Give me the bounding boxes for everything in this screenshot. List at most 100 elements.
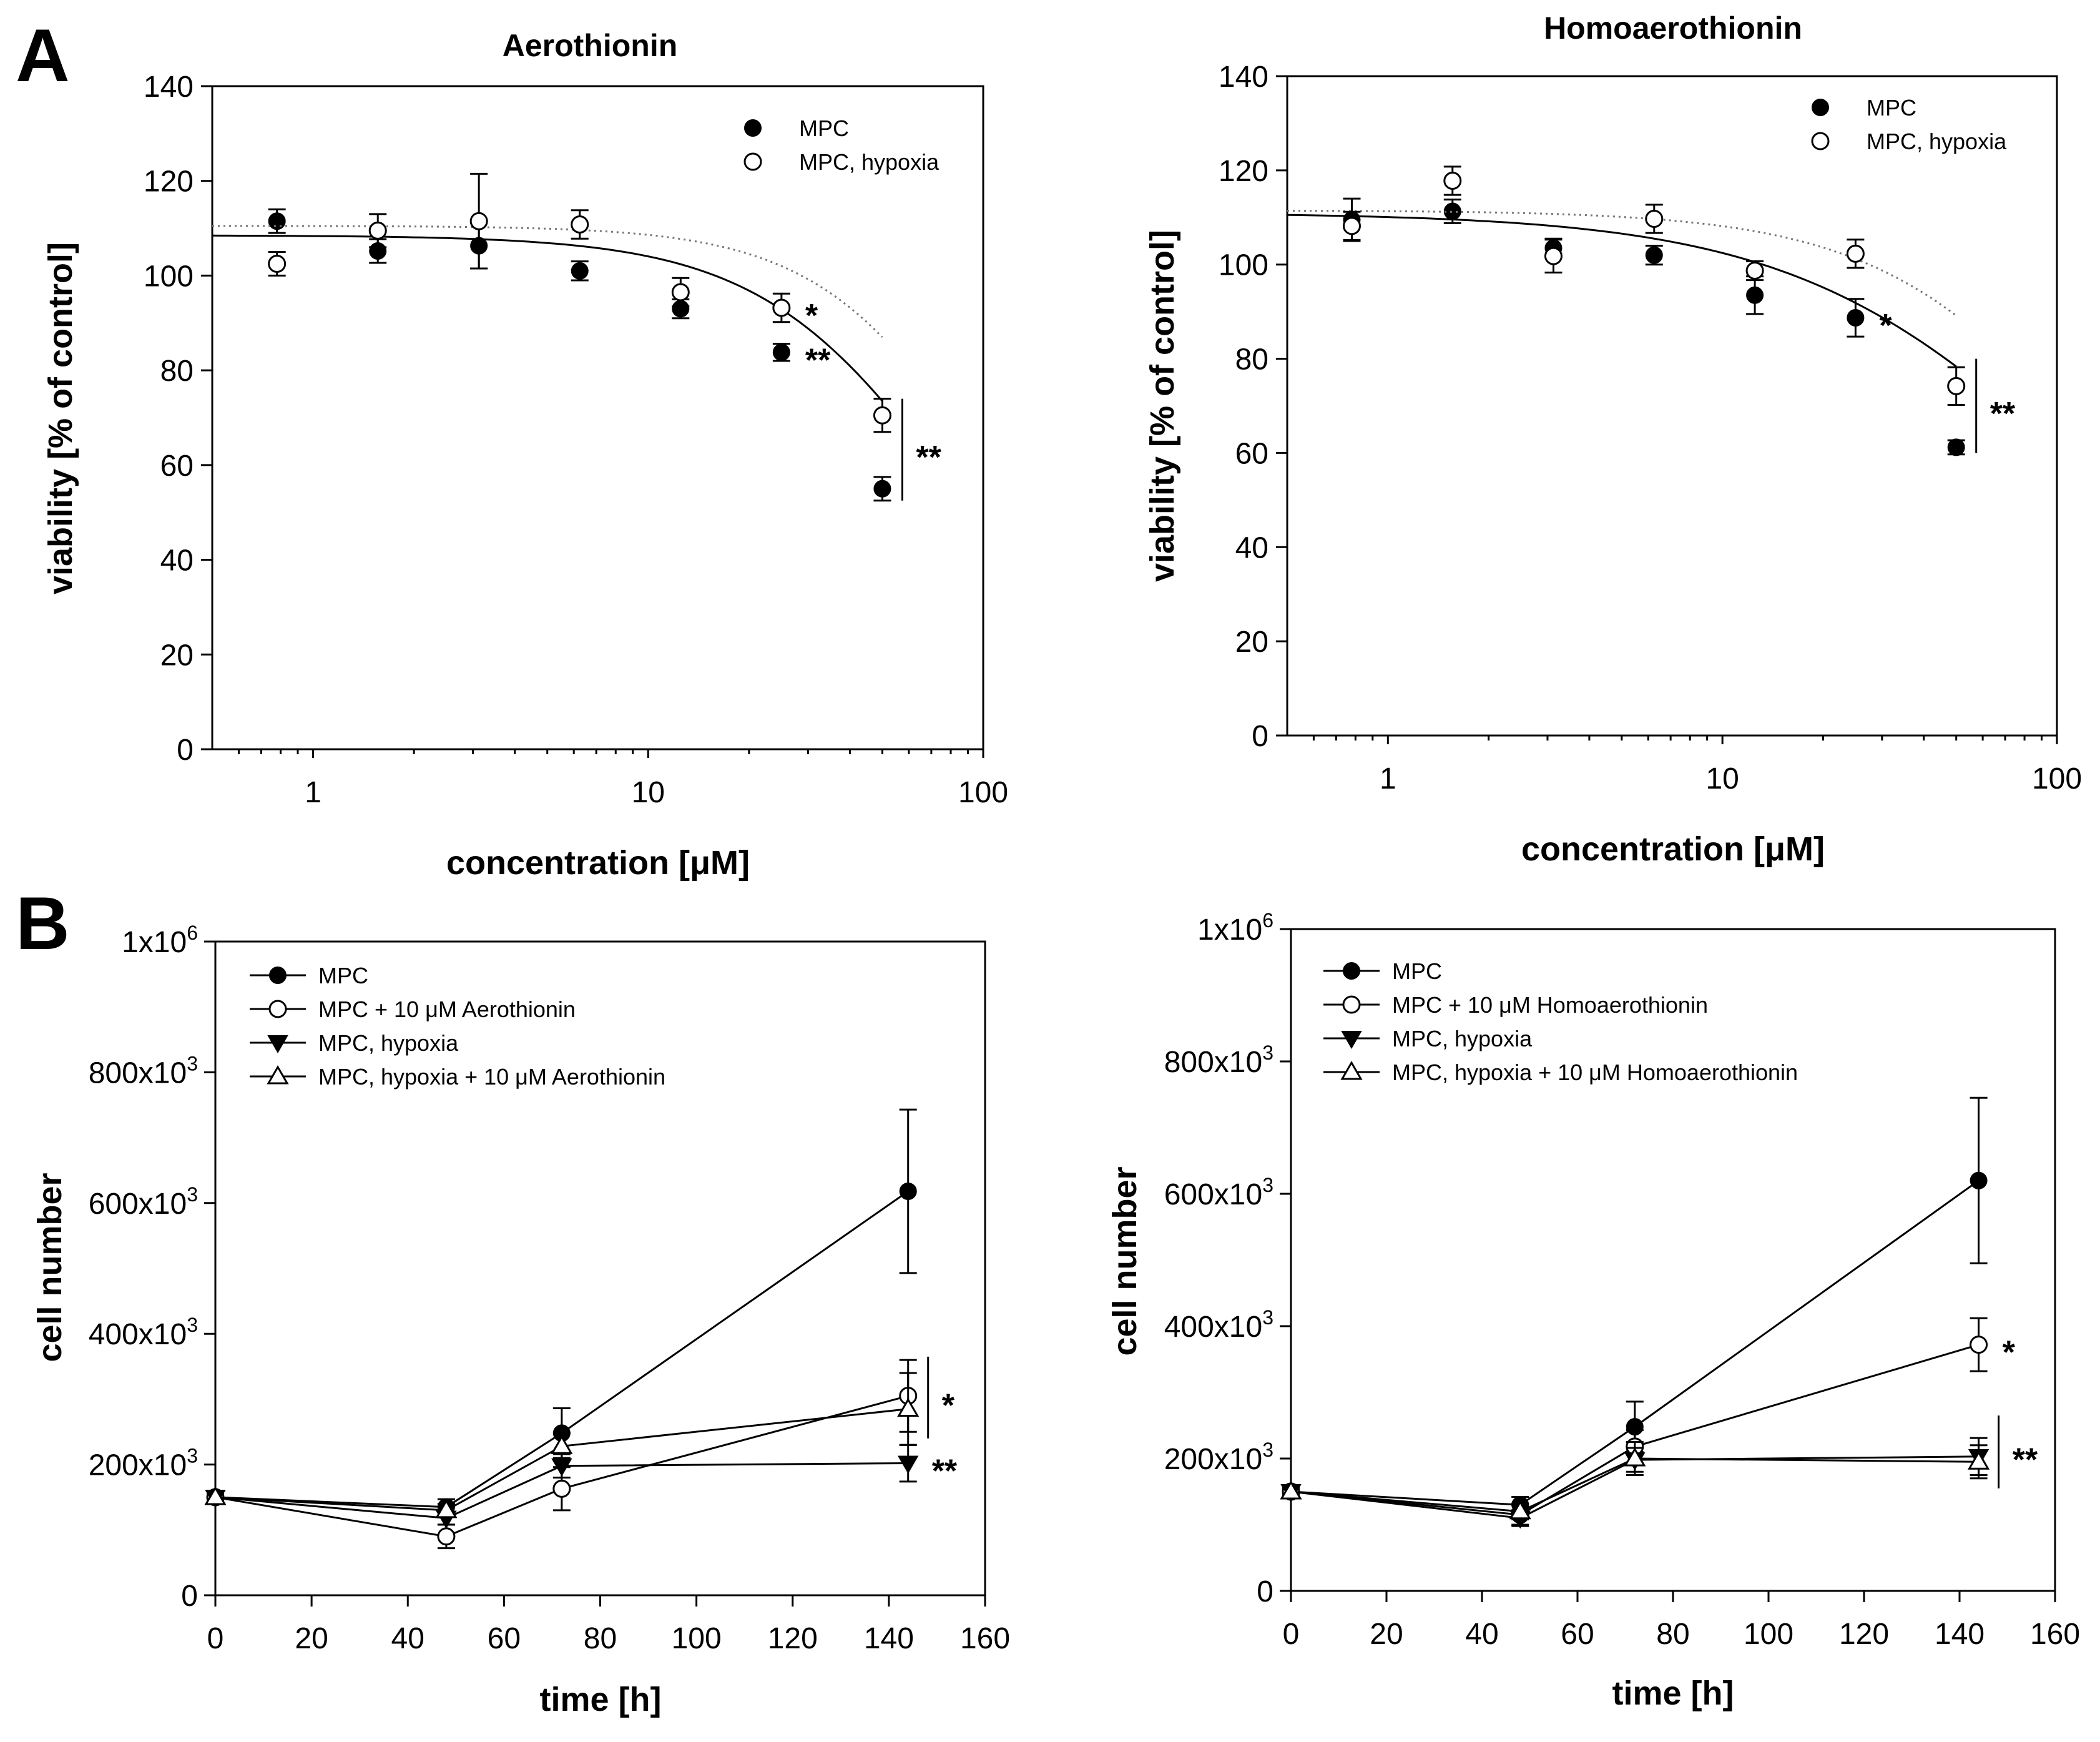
legend-label: MPC + 10 μM Aerothionin: [318, 996, 576, 1022]
y-tick-exponent: 3: [1262, 1439, 1273, 1461]
x-tick-label: 160: [960, 1622, 1010, 1655]
panel-label-b: B: [16, 882, 70, 965]
x-tick-label: 80: [1656, 1618, 1689, 1651]
data-point: [1645, 246, 1663, 264]
y-tick-label: 80: [160, 355, 194, 388]
y-tick-base: 200x10: [1164, 1443, 1262, 1476]
chart-title: Homoaerothionin: [1544, 11, 1802, 46]
data-point: [552, 1479, 571, 1498]
legend-marker: [1341, 1031, 1362, 1050]
data-point: [469, 212, 488, 230]
y-tick-label: 20: [1235, 626, 1268, 659]
x-tick-label: 20: [1370, 1618, 1403, 1651]
x-tick-label: 80: [584, 1622, 617, 1655]
legend-label: MPC, hypoxia + 10 μM Aerothionin: [318, 1064, 665, 1090]
x-tick-label: 40: [391, 1622, 424, 1655]
y-tick-label: 120: [144, 165, 194, 199]
series-line: [215, 1190, 909, 1508]
significance-label: *: [1879, 308, 1892, 344]
data-point: [1443, 171, 1462, 190]
y-tick-exponent: 3: [1262, 1174, 1273, 1196]
y-axis-label: viability [% of control]: [42, 242, 79, 594]
data-point: [1970, 1336, 1988, 1354]
legend-label: MPC: [318, 963, 368, 988]
legend-label: MPC, hypoxia: [1392, 1026, 1533, 1051]
data-point: [368, 221, 387, 240]
y-tick-exponent: 3: [1262, 1306, 1273, 1329]
x-tick-label: 20: [295, 1622, 328, 1655]
x-tick-label: 100: [1744, 1618, 1793, 1651]
y-tick-label: 0: [177, 734, 194, 767]
fit-curve: [212, 225, 883, 338]
data-point: [1746, 286, 1764, 304]
series-line: [1290, 1455, 1979, 1519]
data-point: [1645, 210, 1664, 229]
y-axis-label: cell number: [1106, 1166, 1144, 1356]
y-tick-label: 600x103: [89, 1183, 198, 1221]
chart-aerothionin-viability: Aerothionin 0 20 40 60 80 100 120 140 1 10 100 conce…: [42, 28, 1008, 882]
significance-label: **: [2013, 1442, 2038, 1478]
series-line: [215, 1408, 908, 1512]
data-point: [899, 1182, 917, 1200]
y-tick-base: 200x10: [89, 1449, 187, 1482]
data-point: [1968, 1450, 1990, 1470]
y-tick-label: 60: [1235, 437, 1268, 470]
legend-label: MPC, hypoxia: [1867, 129, 2007, 154]
y-tick-label: 800x103: [89, 1052, 198, 1090]
y-tick-base: 600x10: [1164, 1178, 1262, 1211]
y-tick-label: 1x106: [122, 922, 198, 959]
x-tick-label: 40: [1465, 1618, 1498, 1651]
x-tick-label: 100: [672, 1622, 722, 1655]
data-point: [1624, 1447, 1646, 1467]
legend-marker: [268, 1000, 287, 1018]
x-axis-label: concentration [μM]: [446, 844, 750, 882]
y-tick-label: 140: [144, 71, 194, 104]
y-tick-label: 40: [1235, 531, 1268, 564]
data-point: [897, 1397, 920, 1417]
y-tick-label: 40: [160, 544, 194, 578]
significance-label: **: [932, 1454, 958, 1490]
y-tick-label: 0: [1257, 1575, 1273, 1608]
data-point: [671, 283, 690, 302]
legend-marker: [1812, 99, 1829, 116]
y-tick-exponent: 3: [187, 1314, 198, 1336]
data-point: [1846, 244, 1865, 263]
significance-label: *: [2003, 1335, 2016, 1371]
y-tick-label: 80: [1235, 343, 1268, 376]
plot-frame: [211, 85, 984, 750]
y-tick-label: 0: [181, 1580, 198, 1613]
y-tick-label: 100: [1219, 249, 1268, 282]
x-axis-label: concentration [μM]: [1521, 830, 1825, 868]
significance-label: **: [805, 342, 831, 378]
x-tick-label: 1: [305, 776, 321, 809]
data-point: [1280, 1480, 1302, 1500]
y-tick-base: 800x10: [1164, 1046, 1262, 1079]
chart-homoaerothionin-viability: Homoaerothionin 0 20 40 60 80 100 120 140 1 10 100 c…: [1144, 11, 2082, 868]
legend-marker: [267, 1065, 289, 1085]
y-tick-label: 200x103: [89, 1445, 198, 1482]
data-point: [1745, 262, 1764, 280]
y-tick-base: 1x10: [122, 926, 187, 959]
series-line: [1290, 1457, 1979, 1513]
data-point: [268, 254, 287, 273]
x-axis-label: time [h]: [1612, 1675, 1734, 1712]
data-point: [437, 1527, 456, 1546]
x-axis-label: time [h]: [540, 1681, 662, 1718]
y-tick-exponent: 6: [1262, 909, 1273, 932]
y-tick-label: 200x103: [1164, 1439, 1273, 1476]
fit-curve: [212, 234, 883, 402]
y-tick-label: 400x103: [1164, 1306, 1273, 1344]
data-point: [571, 262, 589, 280]
x-tick-label: 120: [1839, 1618, 1889, 1651]
y-tick-label: 800x103: [1164, 1041, 1273, 1079]
x-tick-label: 10: [1705, 762, 1739, 795]
y-tick-label: 1x106: [1197, 909, 1273, 947]
x-tick-label: 140: [1935, 1618, 1985, 1651]
legend-label: MPC + 10 μM Homoaerothionin: [1392, 992, 1708, 1018]
y-tick-base: 400x10: [89, 1318, 187, 1351]
y-tick-label: 100: [144, 260, 194, 293]
data-point: [772, 343, 790, 362]
significance-label: *: [942, 1387, 955, 1424]
data-point: [571, 215, 589, 234]
